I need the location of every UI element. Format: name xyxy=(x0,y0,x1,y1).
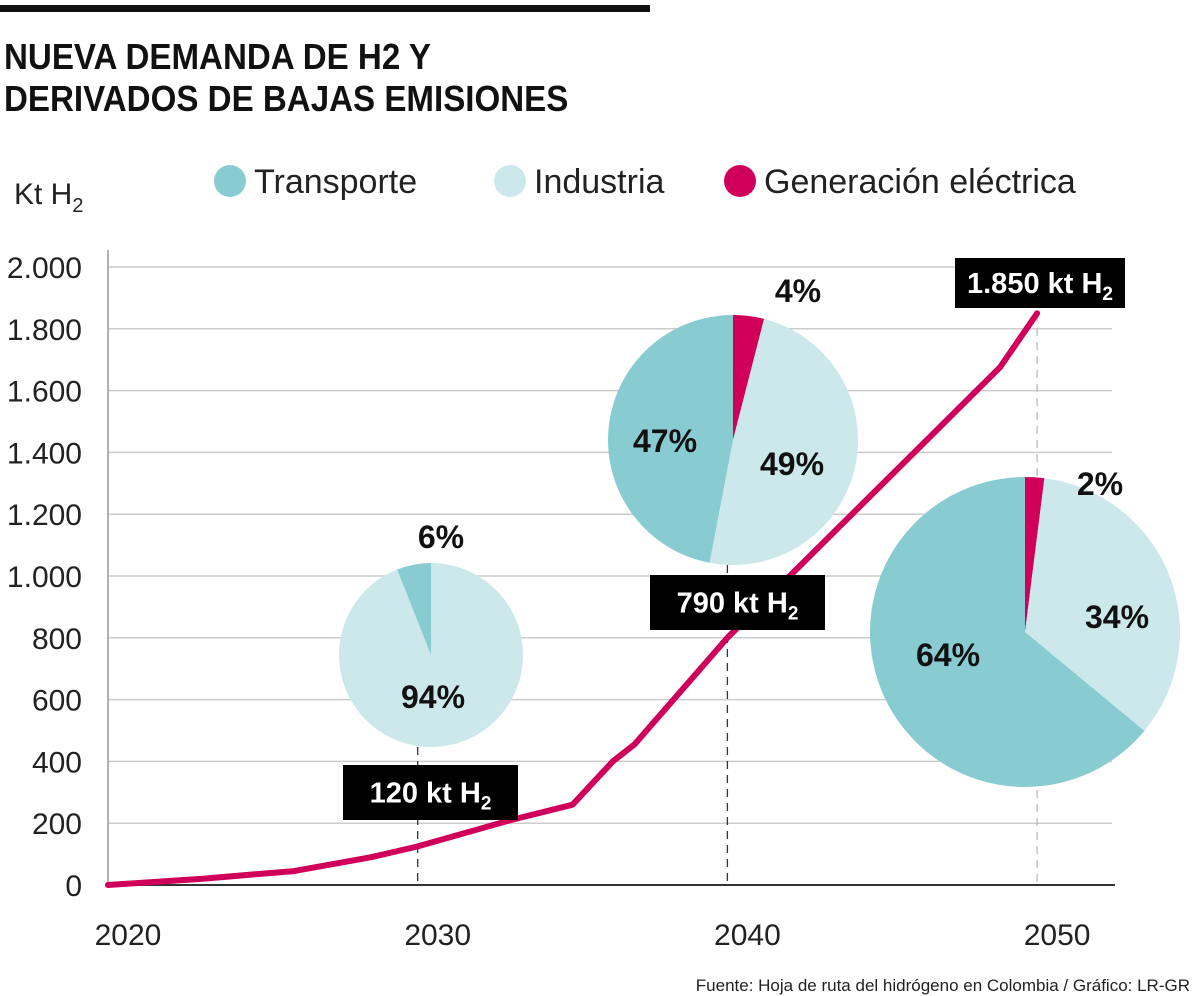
x-tick-label: 2040 xyxy=(714,919,781,952)
top-rule xyxy=(0,5,650,12)
pie-slice-generaci-n-el-ctrica xyxy=(1025,477,1045,632)
y-tick-label: 0 xyxy=(65,870,82,903)
pie-percent-label: 47% xyxy=(633,423,697,459)
pie-slice-industria xyxy=(338,563,523,748)
pie-percent-label: 64% xyxy=(916,637,980,673)
pie-slice-transporte xyxy=(397,563,431,655)
y-tick-label: 200 xyxy=(32,808,82,841)
legend-label: Transporte xyxy=(254,163,417,201)
legend-label: Generación eléctrica xyxy=(764,163,1076,201)
y-tick-label: 1.400 xyxy=(7,437,82,470)
y-tick-label: 800 xyxy=(32,623,82,656)
y-tick-label: 2.000 xyxy=(7,252,82,285)
chart-title: NUEVA DEMANDA DE H2 Y DERIVADOS DE BAJAS… xyxy=(4,36,569,119)
pie-percent-label: 4% xyxy=(775,273,821,309)
pie-percent-label: 6% xyxy=(418,519,464,555)
pie-slice-transporte xyxy=(870,477,1145,787)
value-label-box xyxy=(955,258,1125,308)
pie-slice-generaci-n-el-ctrica xyxy=(733,315,765,440)
value-label: 120 kt H2 xyxy=(370,778,492,815)
x-tick-label: 2020 xyxy=(95,919,162,952)
legend-swatch xyxy=(724,165,756,197)
legend-swatch xyxy=(214,165,246,197)
pie-slice-transporte xyxy=(608,315,733,563)
pie-slice-industria xyxy=(709,318,859,566)
x-tick-label: 2050 xyxy=(1024,919,1091,952)
y-tick-label: 1.800 xyxy=(7,314,82,347)
value-label: 1.850 kt H2 xyxy=(967,268,1113,305)
x-tick-label: 2030 xyxy=(404,919,471,952)
y-tick-label: 1.200 xyxy=(7,499,82,532)
source-note: Fuente: Hoja de ruta del hidrógeno en Co… xyxy=(695,976,1190,995)
y-tick-label: 600 xyxy=(32,685,82,718)
value-label-box xyxy=(650,575,825,630)
y-tick-label: 1.600 xyxy=(7,376,82,409)
y-tick-label: 400 xyxy=(32,746,82,779)
value-label-box xyxy=(343,765,518,820)
y-axis-label: Kt H2 xyxy=(14,178,83,217)
pie-percent-label: 2% xyxy=(1077,466,1123,502)
value-label: 790 kt H2 xyxy=(677,588,799,625)
pie-percent-label: 94% xyxy=(401,679,465,715)
pie-percent-label: 34% xyxy=(1085,599,1149,635)
pie-percent-label: 49% xyxy=(760,446,824,482)
y-tick-label: 1.000 xyxy=(7,561,82,594)
legend-swatch xyxy=(494,165,526,197)
legend-label: Industria xyxy=(534,163,664,201)
pie-slice-industria xyxy=(1025,478,1180,731)
